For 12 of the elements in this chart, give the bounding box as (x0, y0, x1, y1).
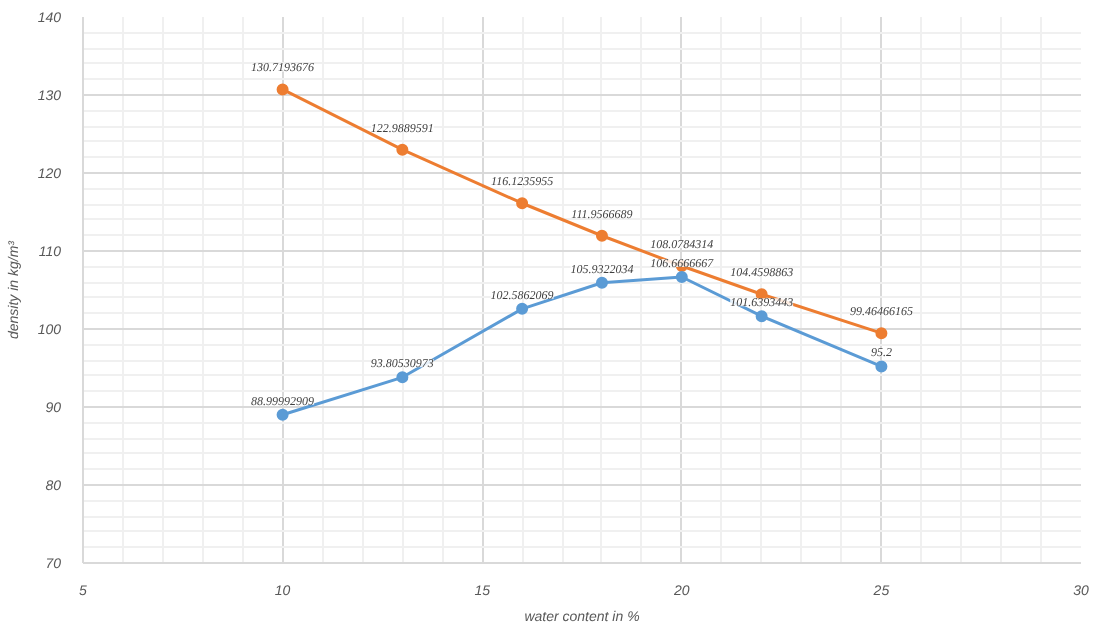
point (516, 302, 529, 315)
point (516, 197, 529, 210)
point (276, 408, 289, 421)
point (595, 276, 608, 289)
point (675, 271, 688, 283)
point (276, 83, 289, 96)
point (595, 229, 608, 242)
point (396, 371, 409, 384)
point (875, 327, 888, 340)
point (875, 360, 888, 373)
point (755, 310, 768, 323)
point (396, 143, 409, 156)
